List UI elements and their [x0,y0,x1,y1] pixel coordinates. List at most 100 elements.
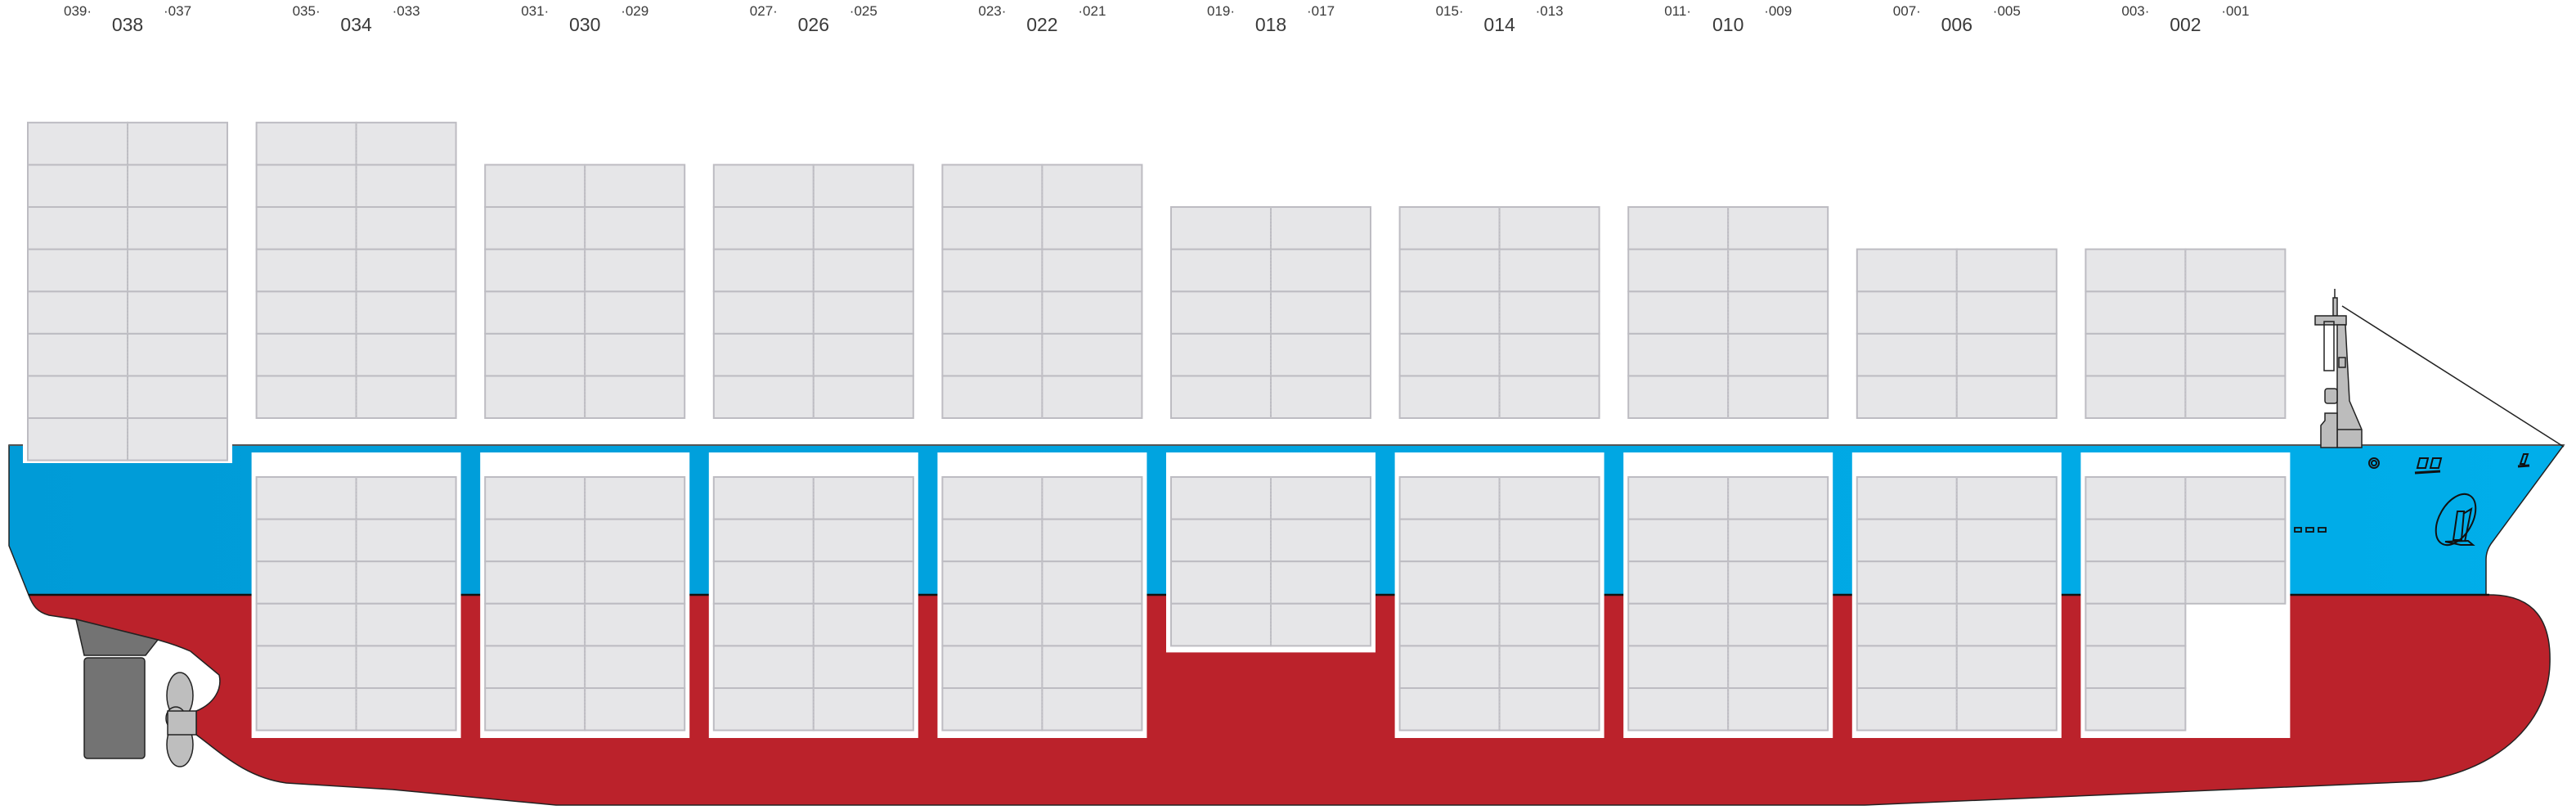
hold-container-slot[interactable] [1270,602,1371,647]
deck-container-slot[interactable] [1041,206,1143,250]
deck-container-slot[interactable] [255,290,357,335]
deck-container-slot[interactable] [1170,248,1272,293]
deck-container-slot[interactable] [812,290,914,335]
deck-container-slot[interactable] [255,206,357,250]
deck-container-slot[interactable] [1856,332,1958,377]
hold-container-slot[interactable] [1856,560,1958,605]
deck-container-slot[interactable] [255,248,357,293]
hold-container-slot[interactable] [1041,518,1143,563]
deck-container-slot[interactable] [1270,375,1371,419]
deck-container-slot[interactable] [1398,332,1501,377]
deck-container-slot[interactable] [812,164,914,208]
deck-container-slot[interactable] [1270,206,1371,250]
deck-container-slot[interactable] [2085,248,2187,293]
deck-container-slot[interactable] [1398,248,1501,293]
hold-container-slot[interactable] [1955,518,2058,563]
deck-container-slot[interactable] [1955,290,2058,335]
hold-container-slot[interactable] [484,518,586,563]
deck-container-slot[interactable] [941,164,1043,208]
deck-container-slot[interactable] [584,332,686,377]
hold-container-slot[interactable] [812,560,914,605]
deck-container-slot[interactable] [1398,290,1501,335]
deck-container-slot[interactable] [1041,375,1143,419]
deck-container-slot[interactable] [355,332,457,377]
hold-container-slot[interactable] [1498,476,1600,520]
deck-container-slot[interactable] [812,248,914,293]
hold-container-slot[interactable] [1498,560,1600,605]
deck-container-slot[interactable] [1041,290,1143,335]
hold-container-slot[interactable] [1170,476,1272,520]
deck-container-slot[interactable] [27,164,128,208]
deck-container-slot[interactable] [584,290,686,335]
deck-container-slot[interactable] [1398,206,1501,250]
hold-container-slot[interactable] [1955,602,2058,647]
deck-container-slot[interactable] [2184,332,2287,377]
hold-container-slot[interactable] [584,518,686,563]
hold-container-slot[interactable] [1398,476,1501,520]
deck-container-slot[interactable] [355,206,457,250]
deck-container-slot[interactable] [1170,375,1272,419]
hold-container-slot[interactable] [1498,645,1600,690]
deck-container-slot[interactable] [712,290,815,335]
hold-container-slot[interactable] [1627,687,1730,731]
deck-container-slot[interactable] [1498,290,1600,335]
hold-container-slot[interactable] [941,602,1043,647]
hold-container-slot[interactable] [355,518,457,563]
deck-container-slot[interactable] [712,375,815,419]
deck-container-slot[interactable] [712,164,815,208]
hold-container-slot[interactable] [1270,560,1371,605]
hold-container-slot[interactable] [255,518,357,563]
deck-container-slot[interactable] [1270,332,1371,377]
hold-container-slot[interactable] [1041,645,1143,690]
deck-container-slot[interactable] [1170,290,1272,335]
deck-container-slot[interactable] [1041,248,1143,293]
deck-container-slot[interactable] [255,121,357,166]
deck-container-slot[interactable] [1170,206,1272,250]
deck-container-slot[interactable] [2085,375,2187,419]
deck-container-slot[interactable] [1498,375,1600,419]
deck-container-slot[interactable] [1727,206,1829,250]
deck-container-slot[interactable] [1856,290,1958,335]
hold-container-slot[interactable] [584,602,686,647]
hold-container-slot[interactable] [2184,518,2287,563]
hold-container-slot[interactable] [941,476,1043,520]
deck-container-slot[interactable] [484,164,586,208]
deck-container-slot[interactable] [1498,248,1600,293]
deck-container-slot[interactable] [2184,375,2287,419]
hold-container-slot[interactable] [1955,687,2058,731]
deck-container-slot[interactable] [712,206,815,250]
hold-container-slot[interactable] [255,645,357,690]
hold-container-slot[interactable] [1856,518,1958,563]
deck-container-slot[interactable] [1627,248,1730,293]
deck-container-slot[interactable] [1955,375,2058,419]
hold-container-slot[interactable] [1398,645,1501,690]
deck-container-slot[interactable] [484,332,586,377]
hold-container-slot[interactable] [712,560,815,605]
deck-container-slot[interactable] [484,206,586,250]
hold-container-slot[interactable] [941,645,1043,690]
hold-container-slot[interactable] [255,687,357,731]
deck-container-slot[interactable] [1627,375,1730,419]
hold-container-slot[interactable] [1498,518,1600,563]
deck-container-slot[interactable] [355,375,457,419]
hold-container-slot[interactable] [1170,560,1272,605]
deck-container-slot[interactable] [1727,375,1829,419]
deck-container-slot[interactable] [27,417,128,461]
hold-container-slot[interactable] [1398,518,1501,563]
hold-container-slot[interactable] [712,518,815,563]
hold-container-slot[interactable] [484,476,586,520]
deck-container-slot[interactable] [584,375,686,419]
hold-container-slot[interactable] [712,645,815,690]
hold-container-slot[interactable] [941,687,1043,731]
hold-container-slot[interactable] [1498,602,1600,647]
deck-container-slot[interactable] [1041,164,1143,208]
hold-container-slot[interactable] [812,518,914,563]
deck-container-slot[interactable] [712,332,815,377]
deck-container-slot[interactable] [1727,332,1829,377]
deck-container-slot[interactable] [27,332,128,377]
deck-container-slot[interactable] [941,248,1043,293]
hold-container-slot[interactable] [1627,518,1730,563]
deck-container-slot[interactable] [127,375,228,419]
deck-container-slot[interactable] [27,206,128,250]
hold-container-slot[interactable] [484,645,586,690]
